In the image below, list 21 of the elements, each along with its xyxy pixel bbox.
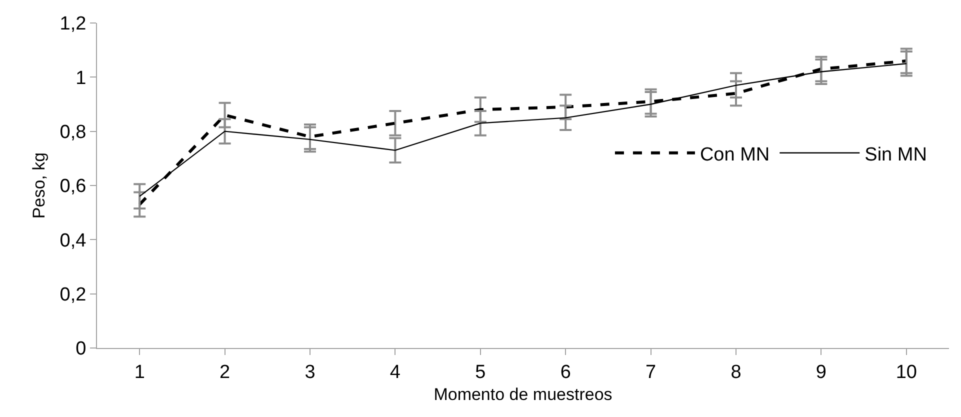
x-tick-label: 4: [390, 362, 401, 383]
x-tick-label: 10: [896, 362, 917, 383]
legend-label: Con MN: [700, 144, 770, 166]
y-tick-label: 0,2: [60, 284, 86, 306]
legend-label: Sin MN: [864, 144, 927, 166]
x-tick-label: 3: [304, 362, 316, 383]
x-tick-label: 2: [220, 362, 230, 383]
y-tick-label: 0,4: [60, 230, 87, 252]
x-axis-title: Momento de muestreos: [434, 385, 612, 404]
x-tick-label: 9: [816, 362, 826, 383]
y-tick-label: 0,8: [60, 122, 86, 143]
y-tick-label: 0,6: [60, 176, 86, 198]
x-tick-label: 6: [560, 362, 571, 383]
x-tick-label: 7: [646, 362, 656, 383]
y-axis-title: Peso, kg: [29, 152, 48, 219]
y-tick-label: 0: [76, 338, 86, 360]
y-tick-label: 1: [76, 68, 86, 89]
y-tick-label: 1,2: [60, 14, 86, 35]
x-tick-label: 5: [475, 362, 486, 383]
x-tick-label: 1: [134, 362, 145, 383]
x-tick-label: 8: [730, 362, 742, 383]
